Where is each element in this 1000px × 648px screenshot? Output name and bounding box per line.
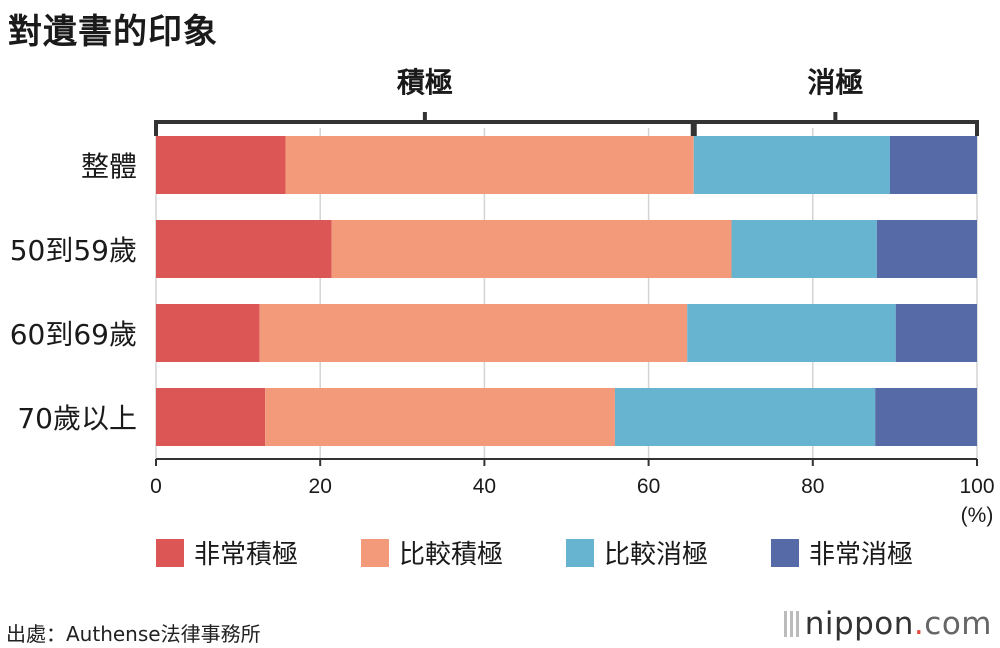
source-note: 出處：Authense法律事務所 — [6, 622, 261, 646]
legend-label: 比較積極 — [399, 540, 504, 570]
legend-label: 非常消極 — [809, 540, 914, 570]
x-tick-label: 20 — [309, 475, 332, 498]
brand-name: nippon — [804, 606, 914, 642]
bar-segment — [331, 220, 732, 278]
bar-segment — [876, 220, 977, 278]
bar-segment — [156, 388, 266, 446]
bar-segment — [285, 136, 694, 194]
legend-item: 非常消極 — [771, 534, 976, 571]
bar-segment — [875, 388, 977, 446]
brand-logo: nippon. com — [783, 606, 992, 642]
bar-segment — [693, 136, 890, 194]
legend-label: 比較消極 — [604, 540, 709, 570]
bar-segment — [687, 304, 896, 362]
x-tick-label: 60 — [637, 475, 660, 498]
bar-segment — [156, 304, 260, 362]
x-tick-label: 40 — [473, 475, 496, 498]
category-label: 70歲以上 — [17, 402, 137, 435]
x-unit-label: (%) — [961, 504, 994, 527]
x-tick-label: 0 — [150, 475, 162, 498]
legend-label: 非常積極 — [194, 540, 299, 570]
legend-item: 比較消極 — [566, 534, 771, 571]
brand-suffix: com — [924, 606, 992, 642]
legend-swatch — [156, 538, 184, 567]
bar-segment — [889, 136, 977, 194]
bar-segment — [265, 388, 615, 446]
legend-item: 非常積極 — [156, 534, 361, 571]
bar-segment — [156, 136, 286, 194]
legend-swatch — [361, 538, 389, 567]
legend-swatch — [771, 538, 799, 567]
legend-swatch — [566, 538, 594, 567]
group-label: 積極 — [397, 66, 453, 99]
bar-segment — [731, 220, 877, 278]
bar-segment — [614, 388, 876, 446]
stacked-bar-chart: 整體 50到59歲 60到69歲 70歲以上 0 20 40 60 80 100 (%) 積極 消極 — [10, 66, 995, 527]
chart-title: 對遺書的印象 — [8, 12, 218, 52]
legend: 非常積極 比較積極 比較消極 非常消極 — [156, 534, 976, 571]
brand-bars-icon — [783, 611, 799, 637]
legend-item: 比較積極 — [361, 534, 566, 571]
brand-dot: . — [913, 606, 925, 642]
category-label: 整體 — [81, 150, 137, 183]
bar-segment — [156, 220, 332, 278]
group-label: 消極 — [807, 66, 863, 99]
bar-segment — [259, 304, 688, 362]
category-label: 50到59歲 — [10, 234, 137, 267]
x-tick-label: 100 — [959, 475, 994, 498]
x-tick-label: 80 — [801, 475, 824, 498]
category-label: 60到69歲 — [10, 318, 137, 351]
bar-segment — [895, 304, 977, 362]
